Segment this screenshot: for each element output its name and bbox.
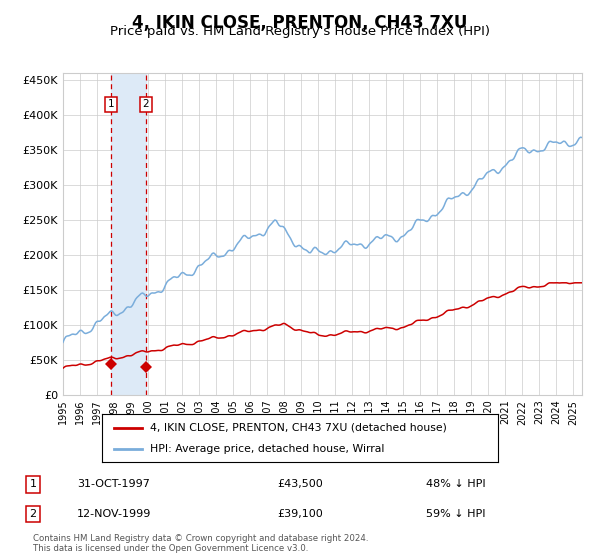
Text: 4, IKIN CLOSE, PRENTON, CH43 7XU (detached house): 4, IKIN CLOSE, PRENTON, CH43 7XU (detach… <box>149 423 446 433</box>
Text: 1: 1 <box>29 479 37 489</box>
Text: 2: 2 <box>143 99 149 109</box>
Text: 2: 2 <box>29 509 37 519</box>
Bar <box>111 73 146 395</box>
Text: 12-NOV-1999: 12-NOV-1999 <box>77 509 151 519</box>
Text: Contains HM Land Registry data © Crown copyright and database right 2024.
This d: Contains HM Land Registry data © Crown c… <box>33 534 368 553</box>
Text: HPI: Average price, detached house, Wirral: HPI: Average price, detached house, Wirr… <box>149 444 384 454</box>
Text: £39,100: £39,100 <box>277 509 323 519</box>
Text: 48% ↓ HPI: 48% ↓ HPI <box>426 479 486 489</box>
Text: 4, IKIN CLOSE, PRENTON, CH43 7XU: 4, IKIN CLOSE, PRENTON, CH43 7XU <box>133 14 467 32</box>
Text: 31-OCT-1997: 31-OCT-1997 <box>77 479 151 489</box>
Text: Price paid vs. HM Land Registry's House Price Index (HPI): Price paid vs. HM Land Registry's House … <box>110 25 490 38</box>
Text: £43,500: £43,500 <box>277 479 323 489</box>
Text: 59% ↓ HPI: 59% ↓ HPI <box>426 509 486 519</box>
Text: 1: 1 <box>108 99 115 109</box>
